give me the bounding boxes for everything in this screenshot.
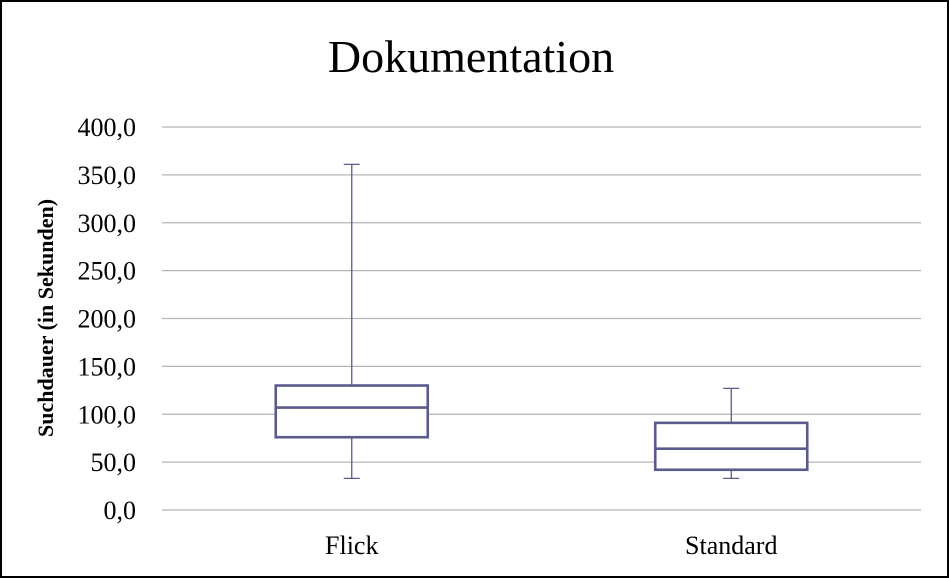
category-label: Standard [685,531,777,560]
box-flick [274,163,430,480]
y-tick-label: 0,0 [104,496,137,525]
y-tick-label: 200,0 [78,305,137,334]
iqr-box [653,421,809,472]
y-tick-labels: 0,0 50,0 100,0 150,0 200,0 250,0 300,0 350,0 400… [78,113,137,525]
y-tick-label: 350,0 [78,161,137,190]
category-label: Flick [325,531,378,560]
boxes [274,163,809,480]
gridlines [162,126,921,511]
y-tick-label: 300,0 [78,209,137,238]
y-axis-label: Suchdauer (in Sekunden) [33,199,58,437]
category-labels: Flick Standard [325,531,777,560]
y-tick-label: 400,0 [78,113,137,142]
box-standard [653,387,809,480]
y-tick-label: 150,0 [78,352,137,381]
y-tick-label: 100,0 [78,400,137,429]
y-tick-label: 50,0 [91,448,137,477]
y-tick-label: 250,0 [78,257,137,286]
iqr-box [274,384,430,439]
chart-title: Dokumentation [328,31,614,82]
